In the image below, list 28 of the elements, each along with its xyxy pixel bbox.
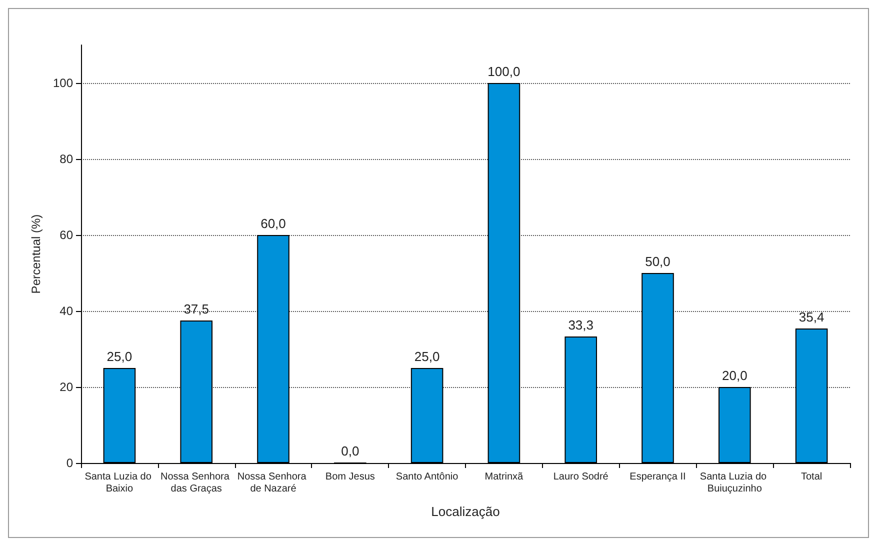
data-label: 25,0 (106, 349, 132, 364)
data-label: 100,0 (488, 64, 520, 79)
data-label: 25,0 (414, 349, 440, 364)
y-tick-label: 80 (60, 152, 74, 166)
data-label: 0,0 (341, 444, 360, 458)
x-axis-title: Localização (431, 504, 500, 519)
x-tick-label: Santo Antônio (396, 472, 459, 482)
x-tick-label: Lauro Sodré (553, 472, 609, 482)
y-tick-label: 100 (52, 76, 74, 90)
data-label: 50,0 (645, 254, 670, 269)
x-tick-label: Santa Luzia do Buiuçuzinho (700, 472, 770, 494)
data-label: 37,5 (184, 302, 210, 316)
data-label: 20,0 (722, 368, 748, 383)
y-tick-label: 60 (60, 228, 74, 242)
y-tick-label: 40 (60, 304, 74, 318)
data-label: 33,3 (568, 317, 594, 332)
x-tick-label: Nossa Senhora das Graças (160, 472, 232, 494)
y-tick-label: 0 (66, 456, 74, 470)
x-tick-label: Nossa Senhora de Nazaré (237, 472, 310, 494)
y-tick-label: 20 (60, 380, 74, 394)
x-tick-label: Santa Luzia do Baixio (84, 472, 154, 494)
x-tick-label: Total (800, 472, 822, 482)
x-tick-label: Matrinxã (484, 472, 524, 482)
data-label: 35,4 (798, 309, 824, 324)
x-tick-label: Bom Jesus (325, 472, 375, 482)
data-label: 60,0 (260, 216, 286, 231)
x-tick-label: Esperança II (630, 472, 686, 482)
y-axis-title: Percentual (%) (29, 214, 44, 294)
